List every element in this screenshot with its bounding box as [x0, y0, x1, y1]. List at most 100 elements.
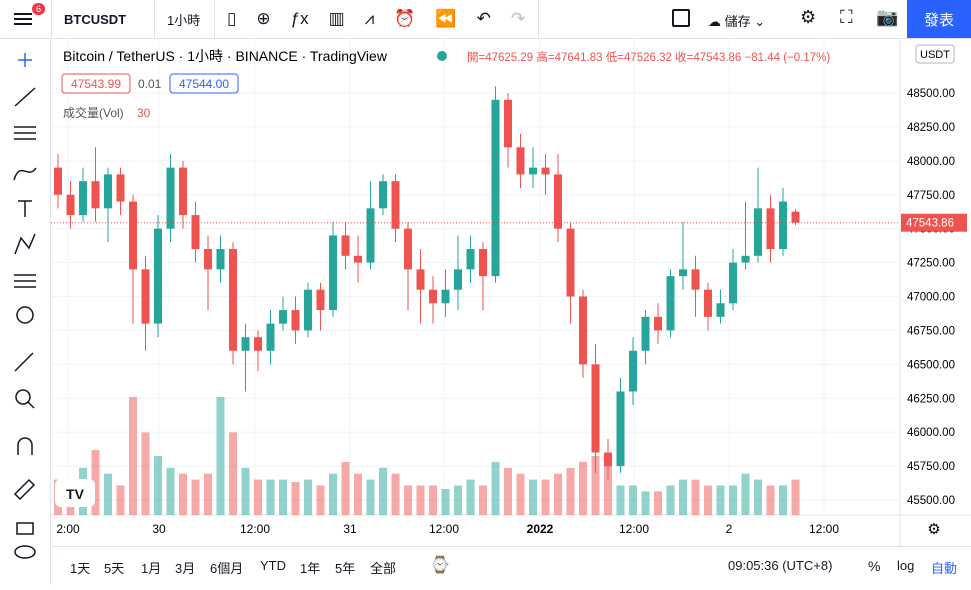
currency-box [915, 44, 955, 64]
volume-bar [791, 479, 800, 515]
save-button[interactable]: ☁ 儲存 ⌄ [708, 14, 766, 29]
range-button[interactable]: 3月 [175, 561, 196, 576]
snapshot-icon[interactable]: 📷 [876, 7, 899, 27]
svg-text:TV: TV [66, 486, 85, 502]
volume-bar [266, 479, 275, 515]
volume-bar [654, 491, 662, 515]
volume-bar [116, 485, 125, 515]
candle-body [266, 323, 275, 351]
candle-body [341, 235, 350, 256]
candle-body [554, 174, 562, 229]
candle-body [604, 452, 612, 467]
x-tick-label: 12:00 [429, 522, 459, 536]
range-button[interactable]: 全部 [370, 561, 397, 576]
x-tick-label: 2 [726, 522, 733, 536]
volume-bar [466, 479, 475, 515]
volume-bar [629, 485, 637, 515]
alert-icon[interactable]: ⏰ [394, 9, 416, 28]
volume-name: 成交量(Vol) [63, 105, 124, 120]
range-button[interactable]: 5天 [104, 561, 125, 576]
range-button[interactable]: 1天 [70, 561, 91, 576]
range-button[interactable]: 6個月 [210, 561, 244, 576]
candle-icon[interactable]: ▯ [227, 9, 237, 28]
menu-button[interactable]: 6 [0, 0, 52, 38]
volume-bar [479, 485, 487, 515]
plot-bg [51, 39, 900, 515]
candle-body [741, 255, 750, 263]
volume-bar [91, 450, 100, 515]
auto-button[interactable]: 自動 [931, 561, 958, 576]
settings-icon[interactable]: ⚙ [800, 7, 817, 27]
volume-bar [616, 485, 625, 515]
percent-button[interactable]: % [868, 558, 881, 574]
fullscreen-icon[interactable]: ⛶ [840, 7, 853, 27]
candle-body [379, 181, 387, 209]
symbol[interactable]: BTCUSDT [52, 0, 155, 38]
spread: 0.01 [138, 77, 162, 91]
drawing-icons [13, 53, 37, 559]
x-tick-label: 31 [343, 522, 357, 536]
tv-logo: TV [55, 479, 95, 507]
redo-icon[interactable]: ↷ [510, 9, 526, 28]
volume-bar [179, 473, 187, 515]
candle-body [579, 296, 587, 365]
bottom-toolbar: ⌚ 09:05:36 (UTC+8) % log 自動 1天 5天 1月 3月 6個月 Y… [52, 546, 971, 586]
y-tick-label: 46750.00 [907, 325, 955, 337]
candle-body [629, 350, 637, 392]
volume-bar [754, 479, 762, 515]
candle-body [791, 211, 800, 223]
candle-body [116, 174, 125, 202]
clock: 09:05:36 (UTC+8) [728, 558, 833, 573]
candle-body [716, 303, 725, 317]
candle-body [504, 99, 512, 148]
candle-body [304, 289, 312, 331]
compare-icon[interactable]: ⩘ [364, 9, 375, 28]
range-button[interactable]: 1月 [141, 561, 162, 576]
volume-bar [554, 473, 562, 515]
range-button[interactable]: 1年 [300, 561, 321, 576]
candle-body [191, 215, 200, 250]
layout-icon[interactable] [672, 9, 690, 27]
candle-body [54, 167, 62, 195]
volume-bar [154, 456, 162, 515]
tools: ▯ ⊕ ƒx ▥ ⩘ ⏰ ⏪ ↶ ↷ [215, 0, 539, 38]
top-toolbar: 6 BTCUSDT 1小時 ▯ ⊕ ƒx ▥ ⩘ ⏰ ⏪ ↶ ↷ ☁ 儲存 ⌄ ⚙ ⛶ 📷 發表 [0, 0, 971, 39]
axis-settings-icon[interactable]: ⚙ [927, 521, 940, 538]
publish-button[interactable]: 發表 [907, 0, 971, 38]
candle-body [491, 99, 500, 277]
range-button[interactable]: YTD [260, 558, 286, 573]
volume-bar [354, 473, 362, 515]
candle-body [766, 208, 775, 250]
ask-box [169, 73, 239, 94]
bid: 47543.99 [71, 77, 121, 91]
last-price-tag [901, 213, 967, 232]
candle-body [566, 228, 575, 297]
bars-icon[interactable]: ▥ [328, 9, 345, 28]
fx-icon[interactable]: ƒx [290, 9, 309, 28]
volume-bar [591, 456, 600, 515]
volume-bar [279, 479, 287, 515]
candle-body [616, 391, 625, 467]
y-tick-label: 45750.00 [907, 461, 955, 473]
log-button[interactable]: log [897, 558, 915, 573]
volume-bar [404, 485, 412, 515]
x-tick-label: 2:00 [56, 522, 80, 536]
last-price-label: 47543.86 [906, 218, 954, 230]
volume-bar [366, 479, 375, 515]
volume-bar [229, 432, 237, 515]
candle-body [66, 194, 75, 216]
interval[interactable]: 1小時 [155, 0, 215, 38]
volume-bar [679, 479, 687, 515]
volume-bar [191, 479, 200, 515]
undo-icon[interactable]: ↶ [476, 9, 491, 28]
candle-body [541, 167, 550, 175]
y-tick-label: 47000.00 [907, 292, 955, 304]
range-button[interactable]: 5年 [335, 561, 356, 576]
volume-bar [316, 485, 325, 515]
candle-body [479, 249, 487, 277]
replay-icon[interactable]: ⏪ [435, 9, 457, 28]
indicator-add[interactable]: ⊕ [256, 9, 271, 28]
candle-body [104, 174, 112, 209]
candle-body [441, 289, 450, 304]
date-range-icon[interactable]: ⌚ [430, 557, 450, 574]
